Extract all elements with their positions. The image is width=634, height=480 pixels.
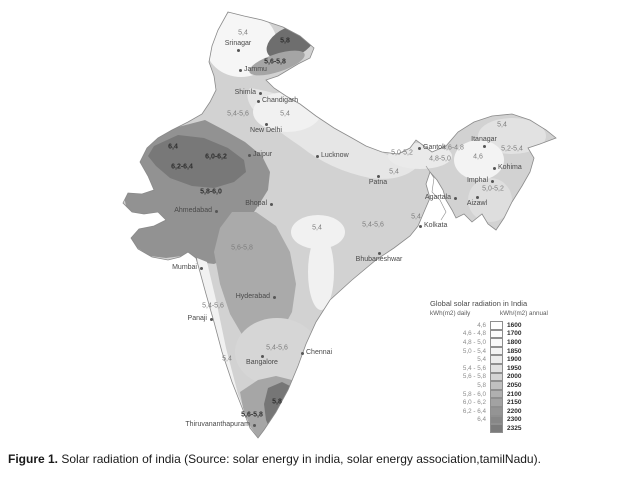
zone-54-central-a — [291, 215, 345, 249]
legend-annual-value: 2000 — [507, 373, 522, 381]
zone-56-58-north — [249, 50, 305, 76]
legend-daily-range: 4,6 - 4,8 — [462, 330, 486, 338]
legend-annual-value: 2150 — [507, 399, 522, 407]
zone-50-52-sikkim — [388, 143, 452, 169]
legend-color-swatch — [490, 338, 503, 347]
legend-daily-range: 6,0 - 6,2 — [462, 399, 486, 407]
legend-annual-value: 2325 — [507, 424, 522, 432]
bangladesh-border-line — [425, 165, 447, 221]
legend-row: 4,6 - 4,8 1700 — [430, 329, 590, 339]
legend-color-swatch — [490, 355, 503, 364]
legend-daily-range: 5,0 - 5,4 — [462, 347, 486, 355]
legend-annual-value: 1600 — [507, 321, 522, 329]
zone-54-kashmir — [205, 12, 277, 77]
legend-annual-value: 1800 — [507, 338, 522, 346]
figure-caption-label: Figure 1. — [8, 452, 59, 466]
zone-54-central-b — [308, 234, 334, 310]
zone-58-tamilnadu — [264, 382, 298, 434]
legend-color-swatch — [490, 415, 503, 425]
figure-caption-text: Solar radiation of india (Source: solar … — [58, 452, 541, 466]
legend-color-swatch — [490, 363, 503, 373]
legend-annual-value: 1950 — [507, 364, 522, 372]
legend-daily-range: 6,4 — [477, 416, 486, 424]
legend-row: 6,0 - 6,2 2150 — [430, 398, 590, 407]
legend-color-swatch — [490, 398, 503, 407]
india-outline — [122, 11, 557, 439]
legend-title: Global solar radiation in India — [430, 299, 528, 308]
zone-46-northeast — [454, 140, 504, 180]
legend-color-swatch — [490, 372, 503, 382]
legend-row: 5,6 - 5,8 2000 — [430, 372, 590, 382]
legend-daily-range: 5,4 — [477, 356, 486, 364]
legend-annual-value: 2050 — [507, 381, 522, 389]
figure-caption: Figure 1. Solar radiation of india (Sour… — [8, 452, 608, 466]
legend-row: 5,4 1900 — [430, 355, 590, 364]
legend-row: 2325 — [430, 424, 590, 433]
zone-54-west-coast — [197, 258, 249, 430]
legend-daily-range: 5,8 — [477, 381, 486, 389]
legend-color-swatch — [490, 406, 503, 416]
legend-row: 5,4 - 5,6 1950 — [430, 363, 590, 373]
legend: Global solar radiation in India kWh(m2) … — [430, 299, 590, 433]
legend-row: 5,0 - 5,4 1850 — [430, 346, 590, 356]
legend-rows: 4,6 1600 4,6 - 4,8 1700 4,8 - 5,0 1800 5,0 - 5… — [430, 321, 590, 433]
legend-color-swatch — [490, 346, 503, 356]
zone-50-52-northeast — [468, 178, 512, 222]
legend-color-swatch — [490, 424, 503, 433]
legend-annual-value: 2200 — [507, 407, 522, 415]
legend-row: 4,6 1600 — [430, 321, 590, 330]
zone-54-56-south — [235, 318, 319, 386]
legend-col-annual: kWh/(m2) annual — [500, 310, 548, 317]
legend-color-swatch — [490, 329, 503, 339]
legend-row: 5,8 2050 — [430, 381, 590, 390]
legend-daily-range: 6,2 - 6,4 — [462, 407, 486, 415]
legend-daily-range: 4,6 — [477, 321, 486, 329]
legend-annual-value: 1700 — [507, 330, 522, 338]
legend-annual-value: 1900 — [507, 356, 522, 364]
legend-row: 6,2 - 6,4 2200 — [430, 406, 590, 416]
legend-headers: kWh(m2) daily kWh/(m2) annual — [430, 310, 590, 317]
legend-color-swatch — [490, 381, 503, 390]
legend-daily-range: 5,8 - 6,0 — [462, 390, 486, 398]
legend-color-swatch — [490, 389, 503, 399]
legend-row: 6,4 2300 — [430, 415, 590, 425]
legend-annual-value: 2300 — [507, 416, 522, 424]
legend-row: 5,8 - 6,0 2100 — [430, 389, 590, 399]
zone-56-58-deccan — [214, 212, 296, 346]
legend-daily-range: 5,4 - 5,6 — [462, 364, 486, 372]
legend-annual-value: 2100 — [507, 390, 522, 398]
legend-daily-range: 4,8 - 5,0 — [462, 338, 486, 346]
legend-row: 4,8 - 5,0 1800 — [430, 338, 590, 347]
legend-color-swatch — [490, 321, 503, 330]
zone-60-64-rajasthan — [148, 135, 246, 188]
legend-col-daily: kWh(m2) daily — [430, 310, 471, 317]
legend-annual-value: 1850 — [507, 347, 522, 355]
legend-daily-range: 5,6 - 5,8 — [462, 373, 486, 381]
